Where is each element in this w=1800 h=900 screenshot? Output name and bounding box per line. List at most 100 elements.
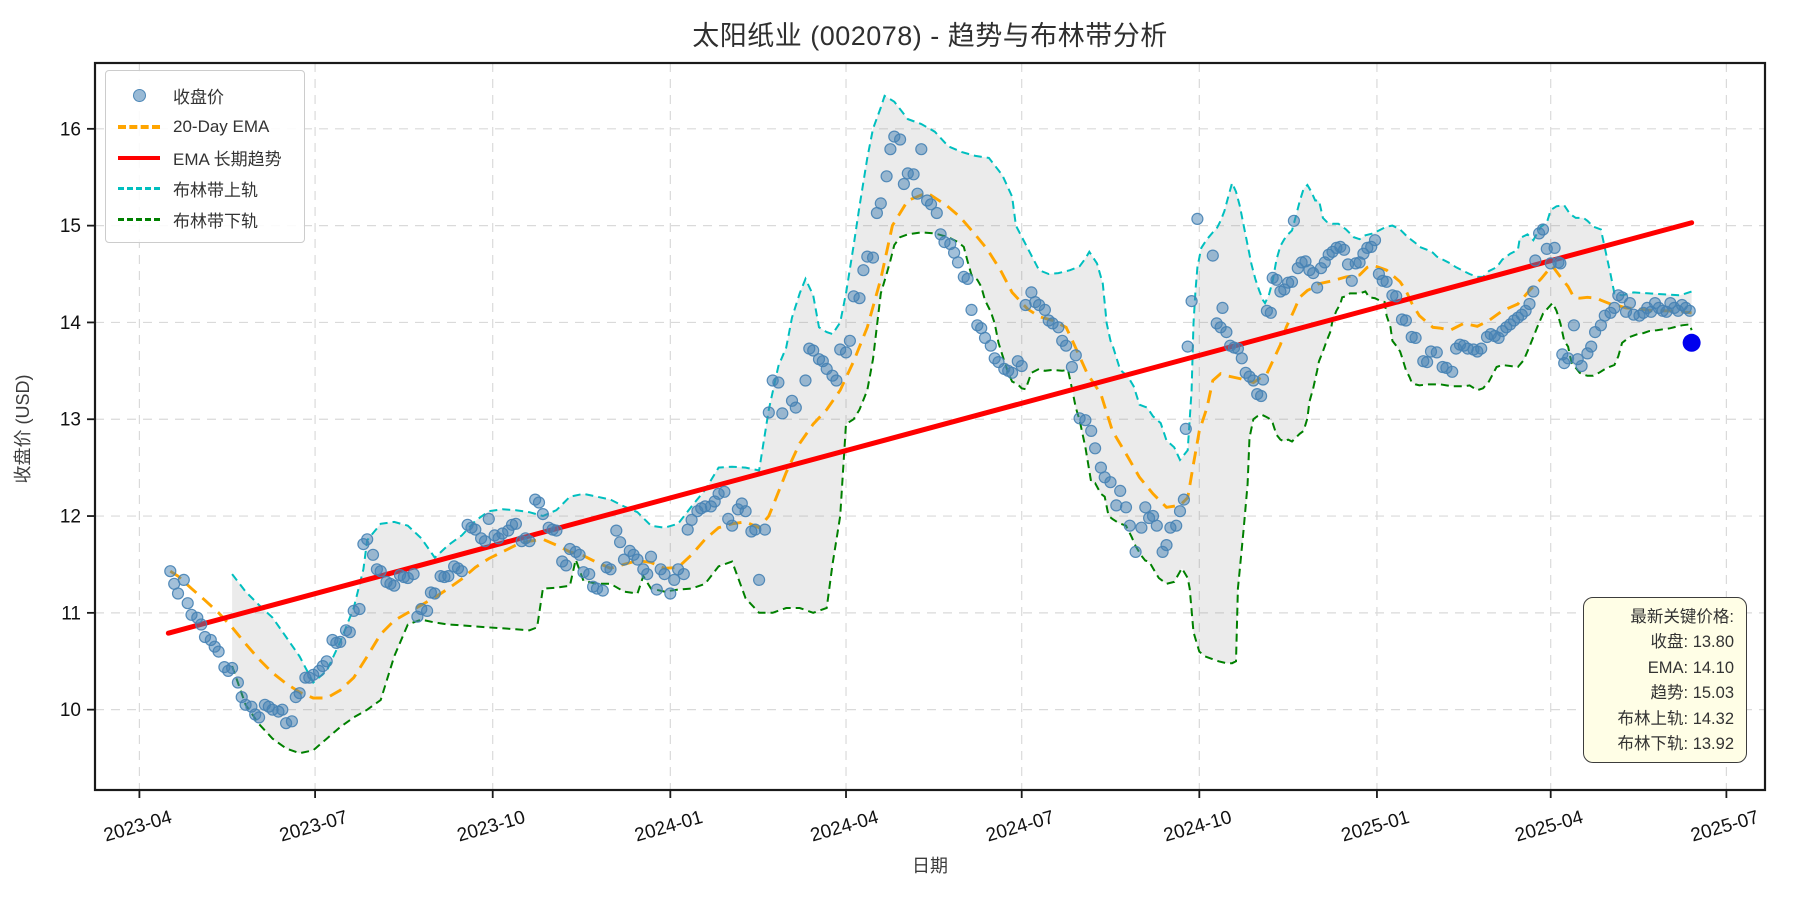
close-point — [604, 563, 617, 576]
legend-item-close: 收盘价 — [118, 80, 290, 111]
close-point — [930, 206, 943, 220]
close-point — [320, 655, 333, 668]
close-point — [1446, 365, 1459, 378]
close-point — [1285, 275, 1299, 288]
close-point — [1114, 484, 1127, 497]
close-point — [984, 339, 997, 352]
close-point — [911, 187, 924, 200]
close-point — [1254, 389, 1268, 403]
close-point — [353, 602, 366, 616]
close-point — [1104, 476, 1117, 489]
close-point — [685, 513, 698, 527]
close-point — [1368, 234, 1382, 247]
close-point — [583, 567, 596, 581]
close-point — [1069, 349, 1082, 362]
close-point — [1119, 501, 1133, 514]
close-point — [1585, 340, 1598, 353]
close-point — [1529, 254, 1542, 267]
close-point — [1420, 356, 1434, 369]
close-point — [610, 524, 623, 537]
y-tick-label: 13 — [60, 410, 81, 431]
close-point — [1110, 499, 1123, 512]
close-point — [1256, 373, 1270, 386]
close-point — [915, 143, 928, 156]
close-point — [1015, 359, 1028, 373]
close-point — [1575, 359, 1588, 373]
close-point — [532, 496, 546, 509]
close-point — [739, 505, 752, 518]
close-point — [641, 567, 654, 581]
close-point — [874, 197, 887, 210]
close-point — [469, 523, 482, 536]
close-point — [212, 645, 225, 658]
close-point — [1536, 223, 1550, 236]
close-point — [951, 256, 965, 269]
close-point — [1170, 519, 1183, 532]
close-point — [772, 376, 785, 389]
close-point — [1177, 493, 1191, 506]
close-point — [752, 573, 766, 587]
close-point — [1185, 295, 1198, 308]
close-point — [1608, 301, 1621, 314]
close-point — [1123, 519, 1136, 532]
close-point — [1409, 331, 1422, 344]
close-point — [1052, 321, 1065, 334]
legend-item-lower-band: 布林带下轨 — [118, 204, 290, 235]
close-point — [658, 567, 671, 581]
close-point — [776, 407, 789, 420]
close-point — [285, 715, 298, 728]
x-tick-label: 2023-04 — [101, 807, 174, 847]
close-point — [334, 635, 347, 649]
close-point — [1038, 303, 1052, 316]
x-tick-label: 2023-10 — [455, 807, 528, 846]
x-tick-label: 2024-01 — [632, 807, 705, 846]
close-point — [253, 711, 266, 724]
trend-line — [165, 220, 1695, 636]
close-point — [807, 344, 820, 357]
close-point — [1345, 274, 1358, 287]
annotation-close: 收盘: 13.80 — [1650, 633, 1734, 652]
close-point — [907, 168, 920, 181]
y-tick-label: 12 — [60, 507, 81, 528]
close-point — [1160, 538, 1173, 552]
close-point — [830, 374, 843, 387]
close-point — [893, 133, 907, 146]
close-point — [573, 548, 586, 561]
close-point — [897, 177, 911, 191]
close-point — [1523, 297, 1536, 311]
close-point — [853, 292, 866, 305]
close-point — [1287, 214, 1301, 227]
close-point — [924, 198, 938, 211]
y-tick-label: 15 — [60, 216, 81, 237]
legend-item-upper-band: 布林带上轨 — [118, 173, 290, 204]
close-point — [664, 587, 677, 600]
close-point — [523, 535, 536, 548]
x-tick-label: 2024-07 — [984, 807, 1057, 846]
close-point — [509, 517, 523, 530]
legend: 收盘价 20-Day EMA EMA 长期趋势 布林带上轨 布林带下轨 — [105, 70, 305, 243]
annotation-title: 最新关键价格: — [1630, 608, 1734, 626]
close-scatter-swatch-icon — [118, 89, 160, 102]
plot-border — [93, 61, 1767, 792]
close-point — [1554, 257, 1567, 270]
legend-label-ema: 20-Day EMA — [173, 116, 270, 136]
close-point — [1380, 275, 1393, 288]
annotation-upper: 布林上轨: 14.32 — [1617, 709, 1734, 728]
close-point — [293, 687, 306, 700]
close-point — [1270, 273, 1283, 286]
close-point — [1135, 521, 1148, 534]
close-point — [478, 535, 492, 548]
close-point — [1079, 414, 1092, 427]
close-point — [1337, 243, 1351, 256]
close-point — [880, 170, 893, 183]
close-point — [1085, 424, 1098, 437]
close-point — [758, 523, 772, 536]
close-point — [668, 573, 681, 587]
y-tick-label: 14 — [60, 313, 82, 334]
close-point — [961, 272, 974, 285]
close-point — [1235, 352, 1248, 365]
x-tick-label: 2025-07 — [1688, 807, 1761, 846]
close-point — [407, 567, 420, 581]
lower-band-swatch-icon — [118, 218, 160, 221]
